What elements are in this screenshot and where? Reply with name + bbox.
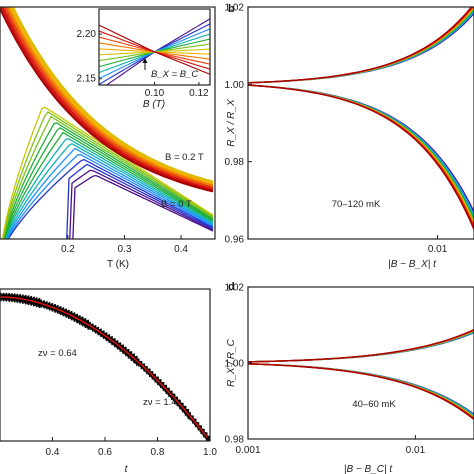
panel-a-x-label: T (K) [107,259,129,270]
panel-b-x-tick-label: 0.01 [428,244,448,255]
panel-a-series-line [66,163,214,239]
panel-c-curves [0,292,210,441]
panel-a-series-line [1,106,214,239]
panel-b: 0.96 0.98 1.00 1.02 0.01 R_X / R_X |B − B_X|… [225,3,474,270]
panel-b-x-label: |B − B_X| t [388,259,437,270]
panel-d-ticks: 0.98 1.00 1.02 0.001 0.01 [225,283,426,457]
panel-d-upper-curve [248,330,474,363]
panel-c-fit-label-low: zν = 1.4 [143,397,177,408]
panel-c-fit-label-high: zν = 0.64 [38,348,77,359]
inset-ticks: 0.10 0.12 2.15 2.20 [77,29,210,99]
panel-a-inset: 0.10 0.12 2.15 2.20 B_X = B_C B (T) [77,8,211,110]
panel-d-x-tick-label: 0.01 [406,445,426,456]
inset-y-tick-label: 2.15 [77,74,97,85]
panel-b-lower-curve [248,84,474,232]
panel-a-series-line [4,138,214,239]
panel-a-series-line [4,7,214,188]
panel-a-series-line [10,7,214,184]
panel-a-zero-field-label: B = 0 T [161,199,192,210]
inset-series-line [99,24,210,75]
panel-d-temperature-range: 40–60 mK [352,399,396,410]
panel-a-series-line [8,7,214,185]
panel-a-frame [0,6,216,240]
panel-c-frame [0,288,211,442]
panel-b-upper-curve [248,7,473,84]
panel-b-y-tick-label: 1.02 [225,3,245,14]
panel-a-high-field-label: B = 0.2 T [165,152,204,163]
panel-a-series-line [2,122,214,239]
panel-d-x-label: |B − B_C| t [344,464,393,474]
panel-a-series-line [7,7,214,186]
panel-b-curves [248,7,474,232]
panel-a-series-line [2,111,214,239]
inset-x-tick-label: 0.12 [189,88,209,99]
panel-b-frame [247,6,474,240]
panel-a-series-line [0,7,214,192]
panel-d-letter: d [228,281,235,293]
panel-d-x-tick-label: 0.001 [235,445,260,456]
panel-a-x-tick-label: 0.3 [118,244,132,255]
panel-c-x-tick-label: 0.4 [46,447,60,458]
panel-b-y-tick-label: 0.96 [225,235,245,246]
inset-curves [99,18,210,85]
panel-a-series-line [3,127,214,239]
panel-a-x-ticks: 0.2 0.3 0.4 [61,235,188,255]
panel-b-letter: b [228,3,235,15]
panel-d-y-tick-label: 1.02 [225,283,245,294]
inset-x-tick-label: 0.10 [145,88,165,99]
panel-d-y-label: R_X / R_C [226,338,237,387]
panel-a-x-tick-label: 0.4 [174,244,188,255]
panel-c-x-tick-label: 1.0 [203,447,217,458]
panel-a-series-line [5,142,214,239]
panel-c-x-tick-label: 0.8 [151,447,165,458]
inset-y-tick-label: 2.20 [77,29,97,40]
panel-b-y-tick-label: 0.98 [225,157,245,168]
panel-c-ticks: 0.4 0.6 0.8 1.0 [46,437,217,458]
panel-a-series-line [12,7,214,182]
panel-a-series-line [6,154,214,239]
panel-b-ticks: 0.96 0.98 1.00 1.02 0.01 [225,3,448,256]
panel-a: 0.2 0.3 0.4 T (K) B = 0.2 T B = 0 T 0.10 0.… [0,6,216,270]
panel-a-curves [0,7,214,239]
panel-a-series-line [3,7,214,189]
inset-x-label: B (T) [143,99,165,110]
panel-d-upper-curve [248,329,474,363]
panel-c-fit-line [0,296,208,439]
panel-a-series-line [2,115,214,239]
panel-d: 0.98 1.00 1.02 0.001 0.01 R_X / R_C |B − B_C… [225,283,474,474]
panel-a-series-line [2,7,214,190]
panel-b-temperature-range: 70–120 mK [332,199,381,210]
panel-a-series-line [7,158,214,239]
panel-c-x-tick-label: 0.6 [98,447,112,458]
panel-a-x-tick-label: 0.2 [61,244,75,255]
panel-a-series-line [5,147,214,239]
inset-crossing-label: B_X = B_C [151,69,198,80]
panel-b-y-tick-label: 1.00 [225,80,245,91]
panel-a-series-line [0,7,214,191]
panel-d-upper-curve [248,328,474,363]
panel-a-series-line [11,7,214,183]
panel-d-lower-curve [248,363,474,421]
panel-d-y-tick-label: 1.00 [225,359,245,370]
panel-c: 0.4 0.6 0.8 1.0 t zν = 0.64 zν = 1.4 [0,288,217,474]
panel-d-y-tick-label: 0.98 [225,435,245,446]
panel-a-series-line [0,9,214,193]
panel-a-series-line [69,169,214,239]
panel-c-x-label: t [125,464,129,474]
panel-d-frame [247,286,474,440]
panel-d-curves [248,328,474,421]
panel-b-y-label: R_X / R_X [226,99,237,147]
panel-a-series-line [3,131,214,239]
panel-a-series-line [6,7,214,187]
panel-a-series-line [72,174,214,239]
panel-d-upper-curve [248,330,474,363]
inset-crossing-arrow-head [142,58,148,63]
